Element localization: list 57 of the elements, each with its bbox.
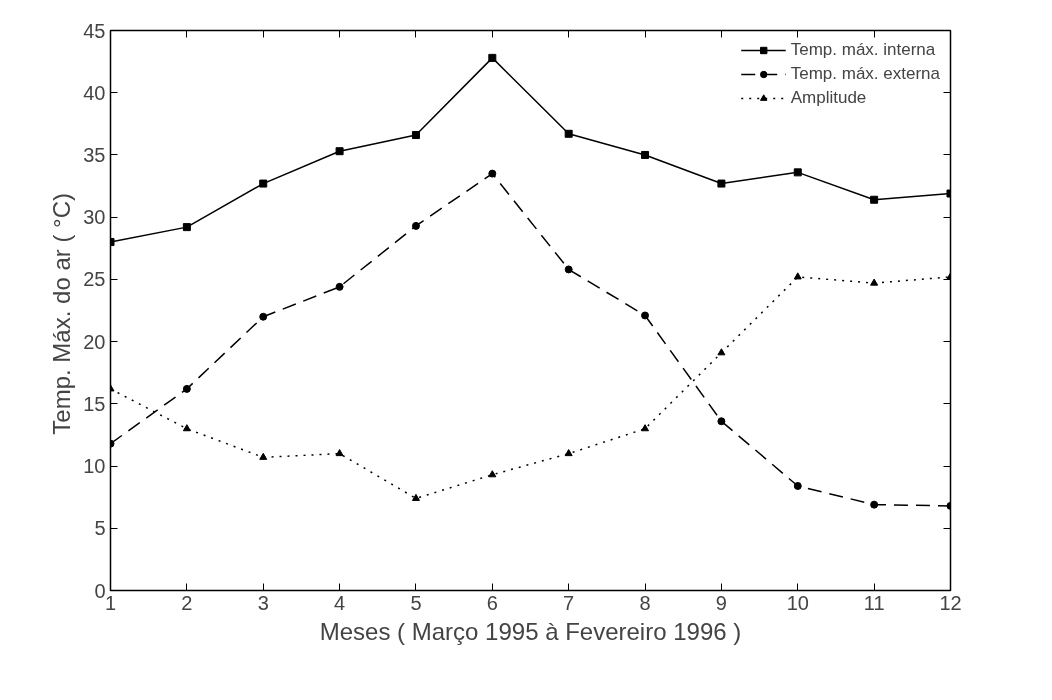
y-axis-title: Temp. Máx. do ar ( °C) [48, 193, 76, 435]
point [870, 195, 879, 204]
y-tick-label: 35 [83, 143, 106, 166]
x-tick-label: 5 [410, 591, 422, 614]
point [793, 481, 802, 490]
point [411, 131, 420, 140]
point [411, 221, 420, 230]
legend-label: Temp. máx. externa [790, 64, 940, 84]
point [488, 53, 497, 62]
x-tick-label: 6 [486, 591, 498, 614]
point [717, 348, 726, 356]
x-tick-label: 9 [715, 591, 727, 614]
x-axis-title: Meses ( Março 1995 à Fevereiro 1996 ) [319, 617, 742, 645]
x-tick-label: 2 [181, 591, 193, 614]
point [182, 223, 191, 232]
point [717, 417, 726, 426]
y-tick-label: 25 [83, 268, 106, 291]
point [564, 265, 573, 274]
point [870, 278, 879, 286]
point [335, 147, 344, 156]
point [411, 493, 420, 501]
y-tick-label: 0 [94, 579, 106, 602]
y-tick-label: 40 [83, 81, 106, 104]
y-tick-label: 20 [83, 330, 106, 353]
y-tick-label: 30 [83, 206, 106, 229]
point [564, 449, 573, 457]
legend-label: Temp. máx. interna [790, 40, 936, 60]
point [793, 168, 802, 177]
x-tick-label: 1 [104, 591, 117, 614]
x-tick-label: 8 [639, 591, 651, 614]
point [641, 150, 650, 159]
y-tick-label: 15 [83, 392, 106, 415]
point [259, 452, 268, 460]
x-tick-label: 12 [939, 591, 962, 614]
point [641, 424, 650, 432]
x-tick-label: 3 [257, 591, 269, 614]
point [335, 282, 344, 291]
point [564, 129, 573, 138]
x-tick-label: 10 [786, 591, 809, 614]
point [182, 424, 191, 432]
x-tick-label: 11 [863, 591, 885, 614]
point [182, 384, 191, 393]
x-tick-label: 4 [334, 591, 346, 614]
point [488, 169, 497, 178]
point [259, 179, 268, 188]
y-tick-label: 5 [94, 517, 106, 540]
x-tick-label: 7 [563, 591, 575, 614]
point [641, 311, 650, 320]
point [870, 500, 879, 509]
point [259, 312, 268, 321]
y-tick-label: 45 [83, 19, 106, 42]
legend-label: Amplitude [790, 88, 867, 108]
point [335, 449, 344, 457]
point [488, 470, 497, 478]
point [717, 179, 726, 188]
y-tick-label: 10 [83, 455, 106, 478]
point [793, 272, 802, 280]
